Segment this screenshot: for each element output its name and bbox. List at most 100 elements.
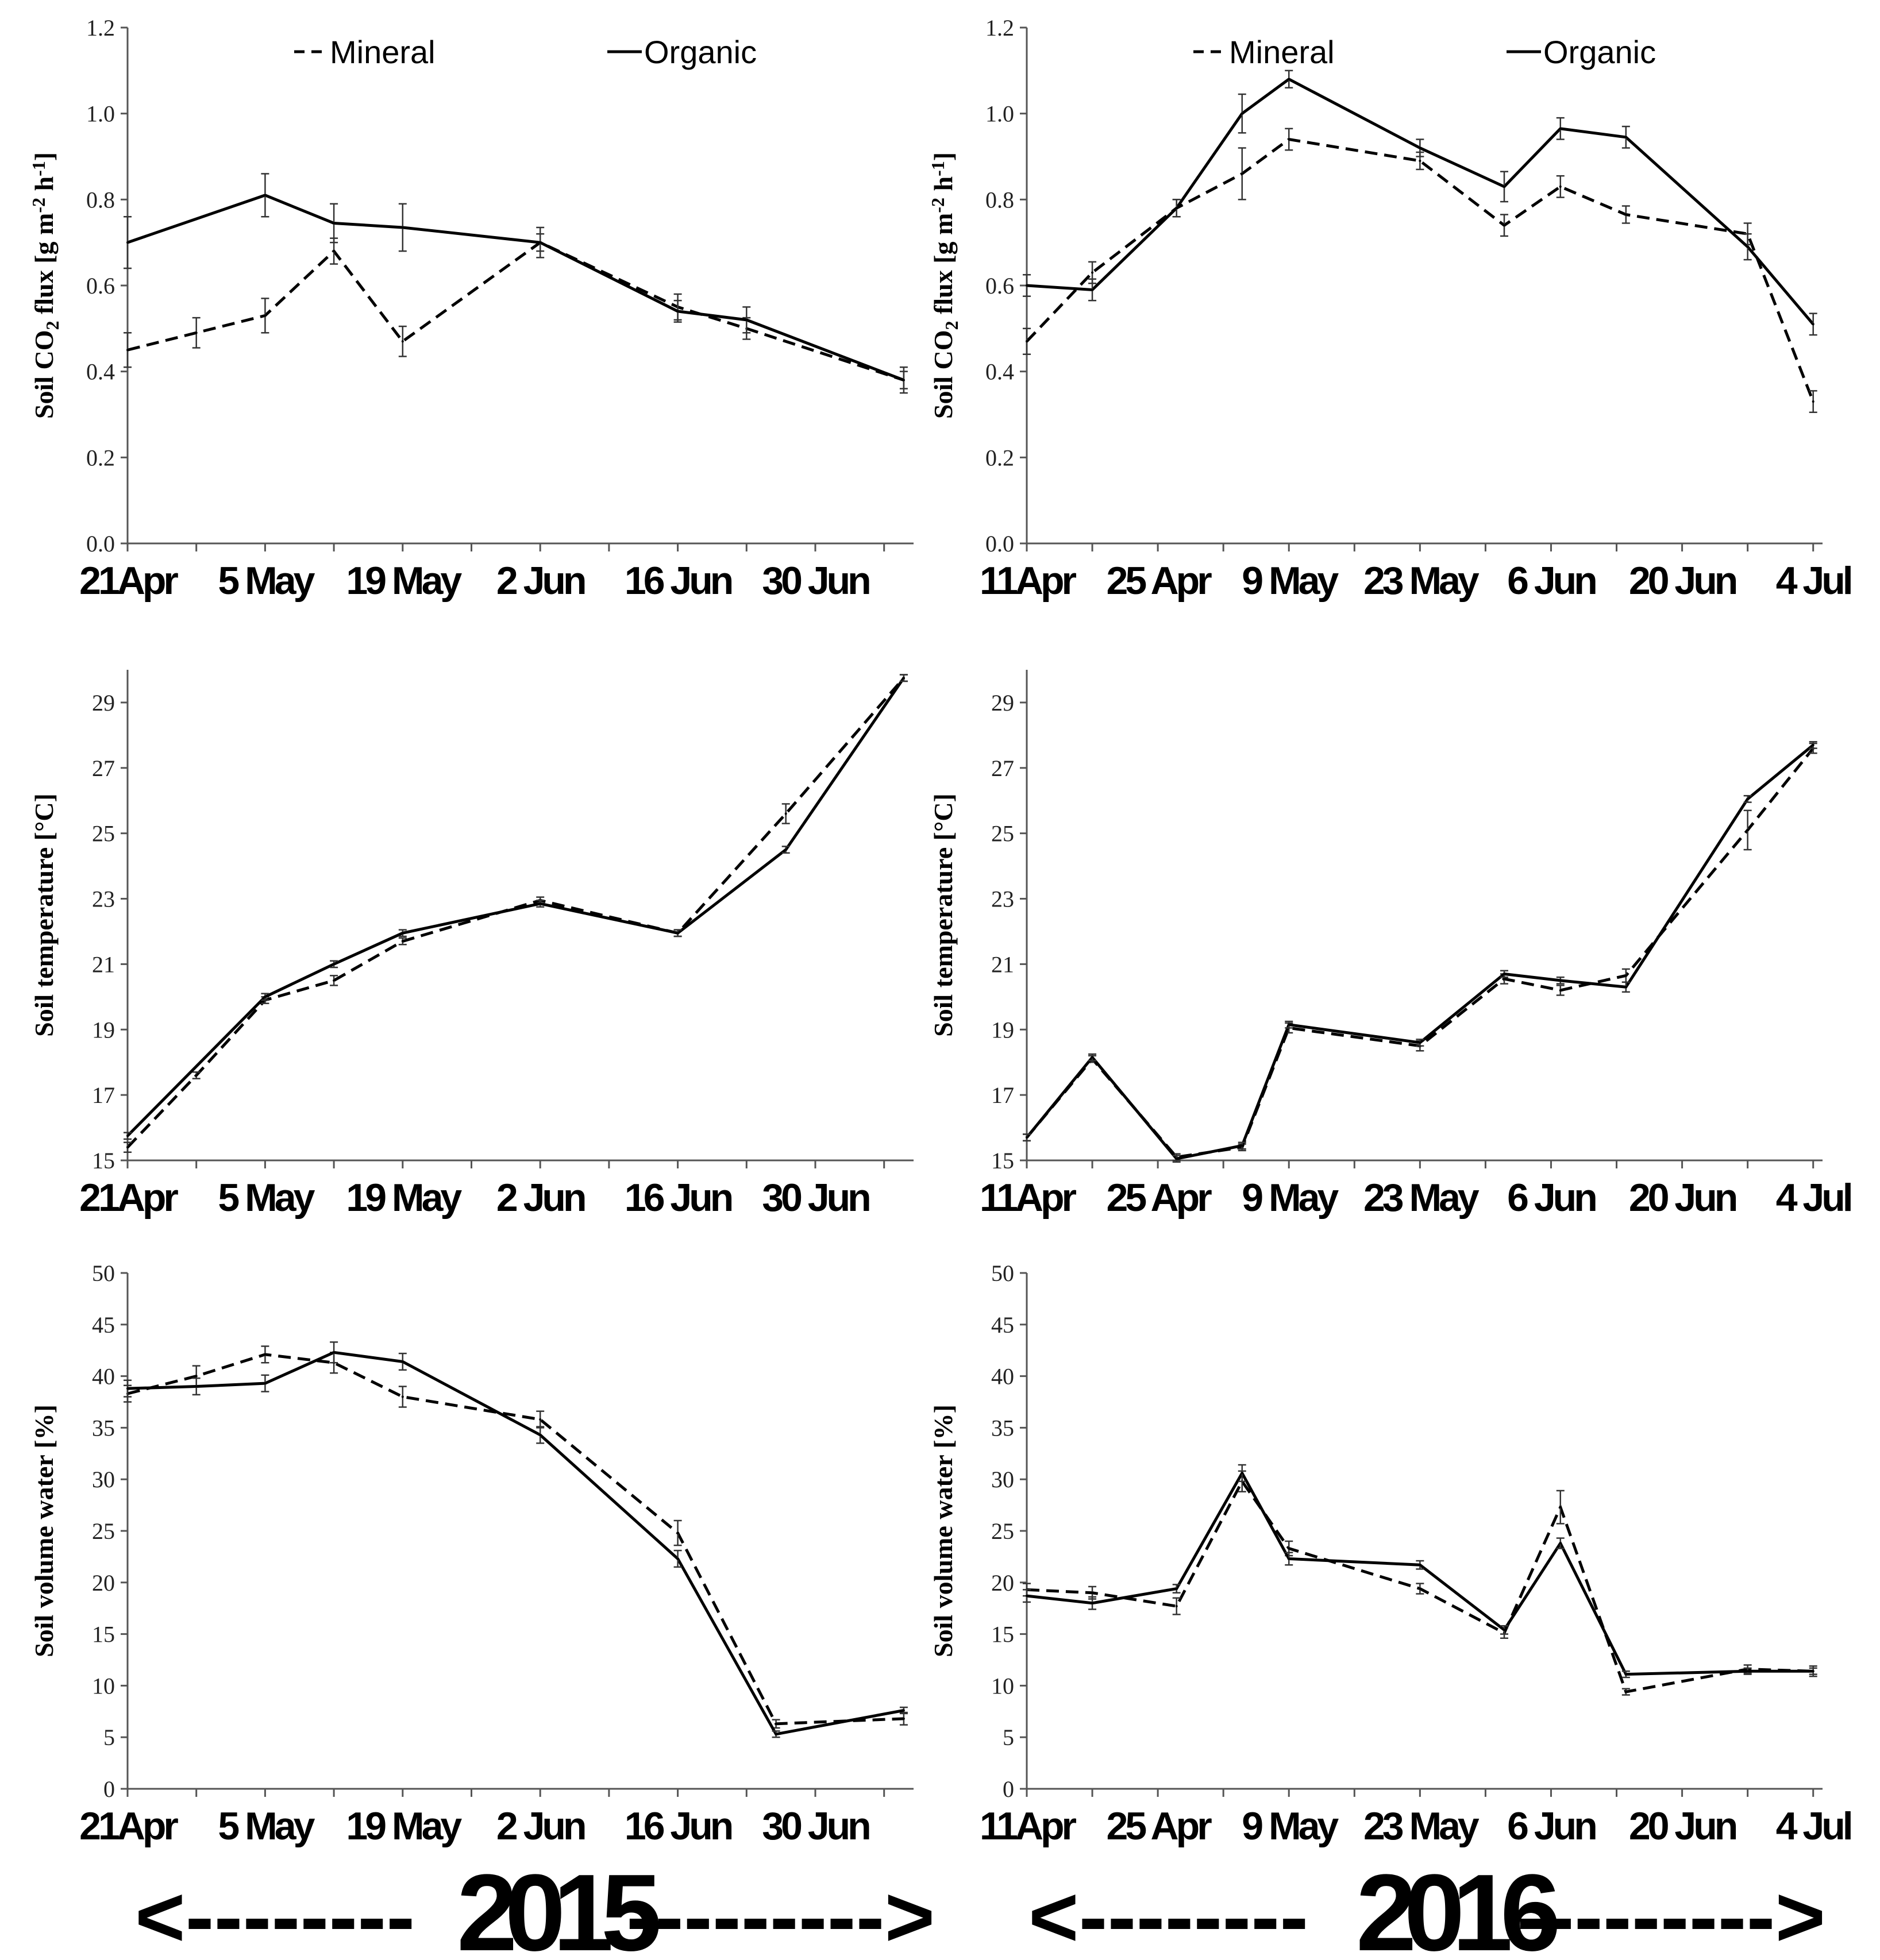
x-tick-label: 25 Apr [1107, 1804, 1212, 1848]
data-point [1559, 1542, 1562, 1545]
y-axis-label-part: h [29, 176, 59, 198]
data-point [1746, 797, 1749, 800]
data-point [902, 677, 905, 680]
y-tick-label: 25 [92, 1518, 115, 1544]
data-point [1419, 1587, 1421, 1590]
y-axis-label-part: -1 [28, 161, 49, 176]
y-tick-label: 15 [991, 1622, 1014, 1648]
data-point [1503, 185, 1505, 188]
y-tick-label: 0.6 [86, 273, 115, 299]
x-tick-label: 20 Jun [1629, 1176, 1736, 1220]
y-tick-label: 1.0 [86, 101, 115, 127]
x-tick-label: 5 May [218, 1804, 315, 1848]
series-line-mineral [1026, 137, 1815, 402]
series-line-organic [1026, 744, 1814, 1160]
y-tick-label: 1.2 [985, 15, 1014, 41]
x-tick-label: 30 Jun [762, 1804, 869, 1848]
x-tick-label: 9 May [1242, 559, 1339, 603]
data-point [333, 963, 336, 966]
data-point [1091, 271, 1094, 274]
data-point [1559, 979, 1562, 982]
legend: Mineral Organic [1193, 34, 1656, 70]
data-point [1288, 1547, 1290, 1550]
x-tick-label: 4 Jul [1776, 559, 1851, 603]
chart-temp-2016: 15 17 19 21 23 25 27 29 11Apr 25 Apr 9 May 23 May 6 … [929, 670, 1854, 1220]
y-tick-label: 50 [92, 1260, 115, 1286]
data-point [1241, 172, 1243, 175]
data-point [1624, 1673, 1627, 1676]
data-point [1812, 323, 1814, 326]
data-point [1288, 1023, 1290, 1026]
data-point [902, 1717, 905, 1720]
y-tick-label: 19 [92, 1017, 115, 1043]
y-axis-label-part: h [929, 176, 958, 198]
y-axis-label: Soil CO2 flux [g m-2 h-1] [927, 152, 962, 419]
data-point [1288, 138, 1290, 141]
series-mineral [124, 674, 908, 1153]
data-point [1812, 743, 1814, 746]
y-tick-label: 19 [991, 1017, 1014, 1043]
chart-co2-2015: 0.0 0.2 0.4 0.6 0.8 1.0 1.2 21Apr 5 May 19 May 2 J… [28, 15, 914, 603]
y-axis-label-part: ] [29, 152, 59, 161]
x-tick-label: 20 Jun [1629, 1804, 1736, 1848]
x-tick-label: 6 Jun [1507, 559, 1596, 603]
data-point [1559, 989, 1562, 991]
data-point [264, 1382, 267, 1385]
data-point [1624, 136, 1627, 138]
series-line-mineral [127, 241, 904, 382]
data-point [126, 1146, 129, 1149]
y-tick-label: 17 [991, 1082, 1014, 1108]
series-mineral [1023, 128, 1817, 414]
data-point [1091, 1602, 1094, 1604]
data-point [1503, 978, 1505, 981]
x-tick-label: 4 Jul [1776, 1804, 1851, 1848]
data-point [264, 194, 267, 196]
data-point [676, 1531, 679, 1534]
x-tick-label: 25 Apr [1107, 559, 1212, 603]
series-line-mineral [126, 677, 905, 1148]
legend-label-mineral: Mineral [1229, 34, 1335, 70]
year-2015-arrow-left: <-------- [135, 1868, 415, 1960]
y-tick-label: 30 [92, 1467, 115, 1492]
series-organic [1023, 70, 1817, 336]
y-tick-label: 27 [92, 755, 115, 781]
y-tick-label: 21 [92, 951, 115, 977]
x-tick-label: 19 May [346, 1804, 462, 1848]
y-tick-label: 40 [92, 1364, 115, 1390]
data-point [1175, 207, 1178, 210]
y-axis-label-part: ] [929, 152, 958, 161]
y-tick-label: 1.0 [985, 101, 1014, 127]
data-point [539, 1433, 542, 1436]
series-line-organic [127, 194, 904, 381]
data-point [1241, 112, 1243, 115]
data-point [1419, 146, 1421, 149]
data-point [1746, 1670, 1749, 1673]
y-tick-label: 0.8 [86, 187, 115, 213]
x-tick-label: 16 Jun [625, 559, 732, 603]
data-point [1419, 1564, 1421, 1567]
data-point [1624, 974, 1627, 977]
data-point [676, 1557, 679, 1560]
year-2015-arrow-right: ---------> [626, 1868, 935, 1960]
data-point [775, 1722, 777, 1725]
data-point [676, 932, 679, 935]
data-point [333, 222, 336, 225]
data-point [775, 1733, 777, 1735]
y-tick-label: 0.2 [985, 445, 1014, 470]
y-tick-label: 21 [991, 951, 1014, 977]
y-axis-label-part: -2 [927, 198, 948, 213]
chart-water-2016: 0 5 10 15 20 25 30 35 40 45 50 11Apr 25 Apr 9 May 23 M… [929, 1260, 1854, 1848]
y-tick-label: 23 [991, 886, 1014, 912]
x-tick-label: 19 May [346, 1176, 462, 1220]
chart-water-2015: 0 5 10 15 20 25 30 35 40 45 50 21Apr 5 May 19 May 2 Ju… [29, 1260, 914, 1848]
data-point [1241, 1472, 1243, 1475]
y-axis-label-part: -2 [28, 198, 49, 213]
data-point [539, 902, 542, 905]
data-point [264, 1353, 267, 1356]
y-tick-label: 27 [991, 755, 1014, 781]
series-organic [124, 1341, 908, 1738]
data-point [401, 340, 404, 343]
series-line-mineral [1026, 747, 1814, 1159]
data-point [1175, 1587, 1178, 1590]
y-axis-label-part: Soil CO [929, 330, 958, 419]
